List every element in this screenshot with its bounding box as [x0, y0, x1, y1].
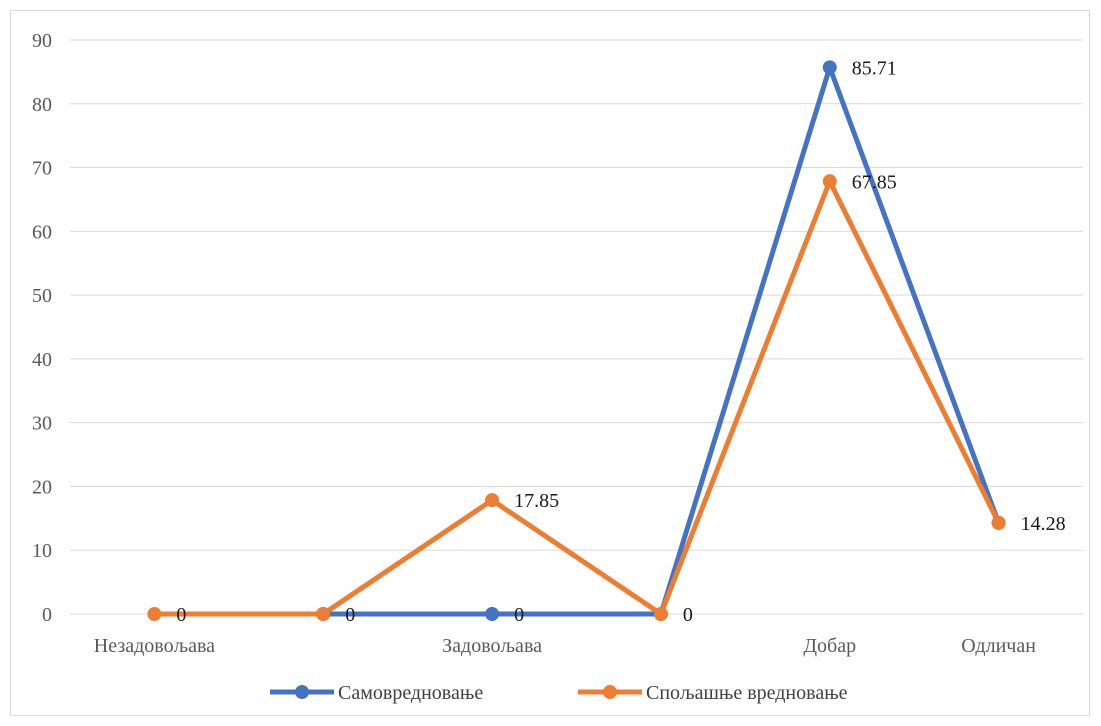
legend: Самовредновање Спољашње вредновање — [270, 682, 848, 704]
data-label: 67.85 — [852, 171, 897, 193]
y-tick-label: 90 — [32, 30, 52, 52]
x-tick-label: Задовољава — [442, 635, 542, 657]
legend-swatch-marker — [295, 685, 309, 699]
data-labels: 0 85.71 0 0 17.85 0 67.85 14.28 — [176, 57, 1065, 626]
data-point — [485, 493, 500, 508]
series-line — [151, 178, 1002, 617]
data-label: 17.85 — [514, 490, 559, 512]
data-point — [822, 174, 837, 189]
data-label: 0 — [683, 604, 693, 626]
y-tick-label: 40 — [32, 349, 52, 371]
series-line — [320, 64, 1002, 617]
y-tick-label: 20 — [32, 476, 52, 498]
data-point — [316, 607, 331, 621]
series-points — [147, 60, 1006, 621]
data-label: 0 — [345, 604, 355, 626]
y-tick-label: 60 — [32, 221, 52, 243]
y-tick-label: 0 — [42, 604, 52, 626]
y-tick-label: 80 — [32, 94, 52, 116]
y-axis: 0 10 20 30 40 50 60 70 80 90 — [32, 30, 52, 626]
legend-label: Самовредновање — [338, 682, 483, 704]
x-tick-label: Незадовољава — [94, 635, 215, 657]
legend-swatch-marker — [603, 685, 617, 699]
x-axis: Незадовољава Задовољава Добар Одличан — [94, 635, 1036, 657]
data-label: 0 — [176, 604, 186, 626]
data-label: 0 — [514, 604, 524, 626]
x-tick-label: Одличан — [961, 635, 1036, 657]
data-label: 14.28 — [1021, 513, 1066, 535]
data-point — [991, 515, 1006, 530]
gridlines — [70, 39, 1083, 615]
data-point — [822, 60, 837, 75]
y-tick-label: 50 — [32, 285, 52, 307]
y-tick-label: 30 — [32, 413, 52, 435]
data-point — [147, 607, 162, 621]
data-label: 85.71 — [852, 57, 897, 79]
y-tick-label: 10 — [32, 540, 52, 562]
data-point — [485, 607, 500, 621]
data-point — [653, 607, 668, 621]
chart-area — [10, 10, 1090, 716]
series-lines — [151, 64, 1002, 617]
legend-label: Спољашње вредновање — [646, 682, 848, 704]
y-tick-label: 70 — [32, 158, 52, 180]
x-tick-label: Добар — [803, 635, 856, 657]
